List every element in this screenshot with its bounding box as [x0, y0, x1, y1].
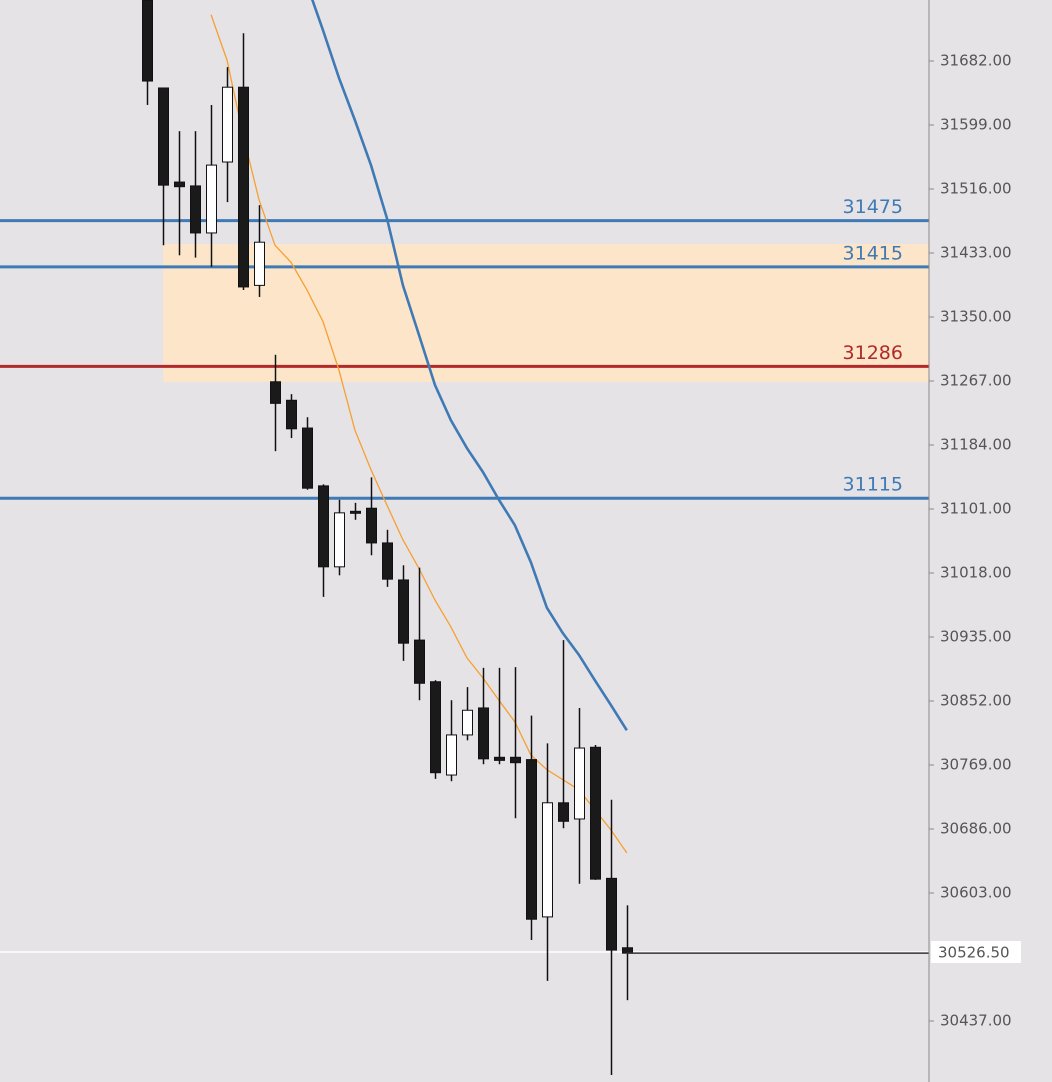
candle-body-down [558, 802, 569, 822]
candle-body-up [574, 747, 585, 820]
candle-body-down [526, 759, 537, 920]
candle-body-down [606, 877, 617, 951]
candle-body-down [622, 947, 633, 954]
candle-body-down [430, 681, 441, 774]
candle-body-down [494, 756, 505, 761]
y-tick-label: 31682.00 [940, 51, 1012, 69]
candle-body-down [382, 542, 393, 580]
candle-body-down [398, 579, 409, 644]
candle-body-down [478, 707, 489, 760]
candle-body-up [254, 241, 265, 286]
level-label: 31115 [843, 474, 903, 496]
y-tick-label: 30603.00 [940, 884, 1012, 902]
candle-body-down [270, 381, 281, 404]
candle-body-up [462, 709, 473, 736]
candle-body-up [542, 802, 553, 918]
y-tick-label: 31599.00 [940, 115, 1012, 133]
y-tick-label: 31516.00 [940, 179, 1012, 197]
candle-body-down [190, 185, 201, 234]
y-tick-label: 30437.00 [940, 1012, 1012, 1030]
y-tick-label: 30852.00 [940, 692, 1012, 710]
y-tick-label: 30686.00 [940, 820, 1012, 838]
candle-body-up [206, 164, 217, 234]
candle-body-down [350, 510, 361, 514]
moving-average [311, 0, 628, 731]
candle-body-up [446, 734, 457, 776]
y-tick-label: 31101.00 [940, 499, 1012, 517]
y-tick-label: 30769.00 [940, 756, 1012, 774]
level-label: 31475 [843, 196, 903, 218]
current-price-box [931, 940, 1021, 963]
y-tick-label: 31184.00 [940, 435, 1012, 453]
candle-body-down [414, 639, 425, 684]
y-tick-label: 31433.00 [940, 243, 1012, 261]
candle-body-down [590, 746, 601, 880]
y-tick-label: 31350.00 [940, 307, 1012, 325]
y-tick-label: 31267.00 [940, 371, 1012, 389]
candle-body-up [334, 512, 345, 568]
candle-body-down [142, 0, 153, 82]
candle-body-down [510, 756, 521, 764]
current-price-label: 30526.50 [938, 943, 1010, 961]
y-tick-label: 31018.00 [940, 564, 1012, 582]
y-tick-label: 30935.00 [940, 628, 1012, 646]
plot-area [0, 0, 929, 1075]
candle-body-down [174, 181, 185, 188]
candle-body-up [222, 86, 233, 163]
candle-body-down [238, 86, 249, 288]
level-label: 31286 [843, 342, 903, 364]
zone [163, 243, 929, 383]
candle-body-down [286, 399, 297, 430]
candle-body-down [302, 427, 313, 489]
candle-body-down [366, 507, 377, 544]
candle-body-down [318, 485, 329, 568]
candle-body-down [158, 87, 169, 186]
level-label: 31415 [843, 242, 903, 264]
